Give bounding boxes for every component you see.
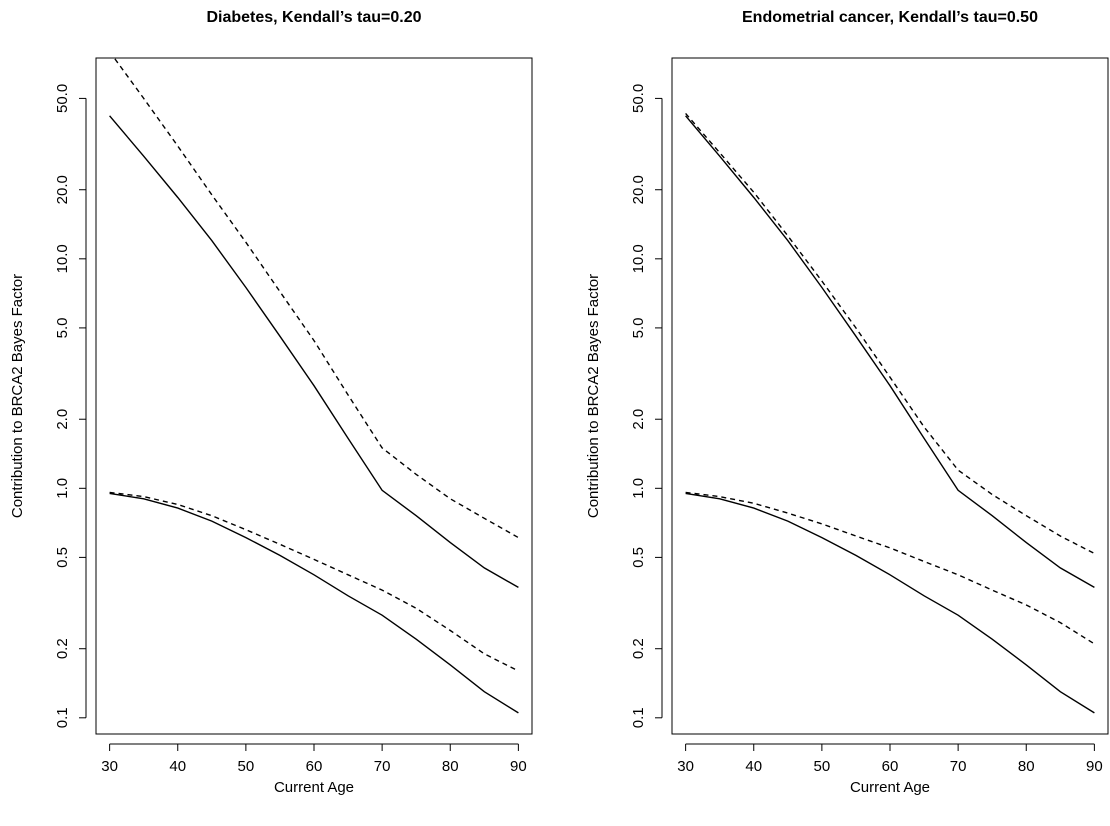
y-tick-label: 0.1 — [630, 707, 647, 728]
x-tick-label: 70 — [374, 758, 391, 775]
x-tick-label: 60 — [306, 758, 323, 775]
y-tick-label: 50.0 — [630, 84, 647, 113]
chart-title: Diabetes, Kendall’s tau=0.20 — [206, 9, 421, 26]
series-group — [685, 112, 1095, 714]
y-tick-label: 0.2 — [630, 638, 647, 659]
panel-endometrial-cancer: Endometrial cancer, Kendall’s tau=0.50 30… — [585, 9, 1109, 796]
y-tick-label: 10.0 — [54, 244, 71, 273]
y-tick-label: 20.0 — [54, 175, 71, 204]
y-tick-label: 2.0 — [630, 409, 647, 430]
y-axis-label: Contribution to BRCA2 Bayes Factor — [585, 274, 602, 518]
x-tick-label: 30 — [677, 758, 694, 775]
series-line-dashed-3 — [685, 491, 1095, 645]
y-tick-label: 0.1 — [54, 707, 71, 728]
plot-frame — [95, 57, 533, 735]
series-line-solid-0 — [109, 115, 519, 589]
panel-diabetes: Diabetes, Kendall’s tau=0.20 30 40 50 60 70 80… — [9, 9, 533, 796]
x-axis-label: Current Age — [274, 779, 354, 796]
y-axis-label: Contribution to BRCA2 Bayes Factor — [9, 274, 26, 518]
y-tick-label: 20.0 — [630, 175, 647, 204]
x-tick-label: 90 — [1086, 758, 1103, 775]
chart-title: Endometrial cancer, Kendall’s tau=0.50 — [742, 9, 1038, 26]
x-axis-label: Current Age — [850, 779, 930, 796]
y-tick-label: 10.0 — [630, 244, 647, 273]
x-tick-label: 60 — [882, 758, 899, 775]
x-tick-label: 40 — [745, 758, 762, 775]
x-tick-label: 30 — [101, 758, 118, 775]
y-tick-label: 1.0 — [54, 478, 71, 499]
series-line-solid-0 — [685, 115, 1095, 589]
series-line-solid-2 — [685, 492, 1095, 714]
series-group — [109, 58, 519, 714]
x-tick-label: 80 — [442, 758, 459, 775]
x-tick-label: 40 — [169, 758, 186, 775]
x-tick-label: 80 — [1018, 758, 1035, 775]
y-tick-label: 5.0 — [54, 317, 71, 338]
series-line-dashed-3 — [109, 491, 519, 672]
y-tick-label: 2.0 — [54, 409, 71, 430]
y-tick-label: 1.0 — [630, 478, 647, 499]
y-tick-label: 0.2 — [54, 638, 71, 659]
plot-frame — [671, 57, 1109, 735]
series-line-dashed-1 — [113, 58, 519, 539]
series-line-solid-2 — [109, 492, 519, 714]
x-tick-label: 70 — [950, 758, 967, 775]
y-tick-label: 0.5 — [630, 547, 647, 568]
y-tick-label: 50.0 — [54, 84, 71, 113]
series-line-dashed-1 — [685, 112, 1095, 555]
x-tick-label: 50 — [814, 758, 831, 775]
y-tick-label: 5.0 — [630, 317, 647, 338]
y-tick-label: 0.5 — [54, 547, 71, 568]
x-tick-label: 50 — [238, 758, 255, 775]
x-tick-label: 90 — [510, 758, 527, 775]
